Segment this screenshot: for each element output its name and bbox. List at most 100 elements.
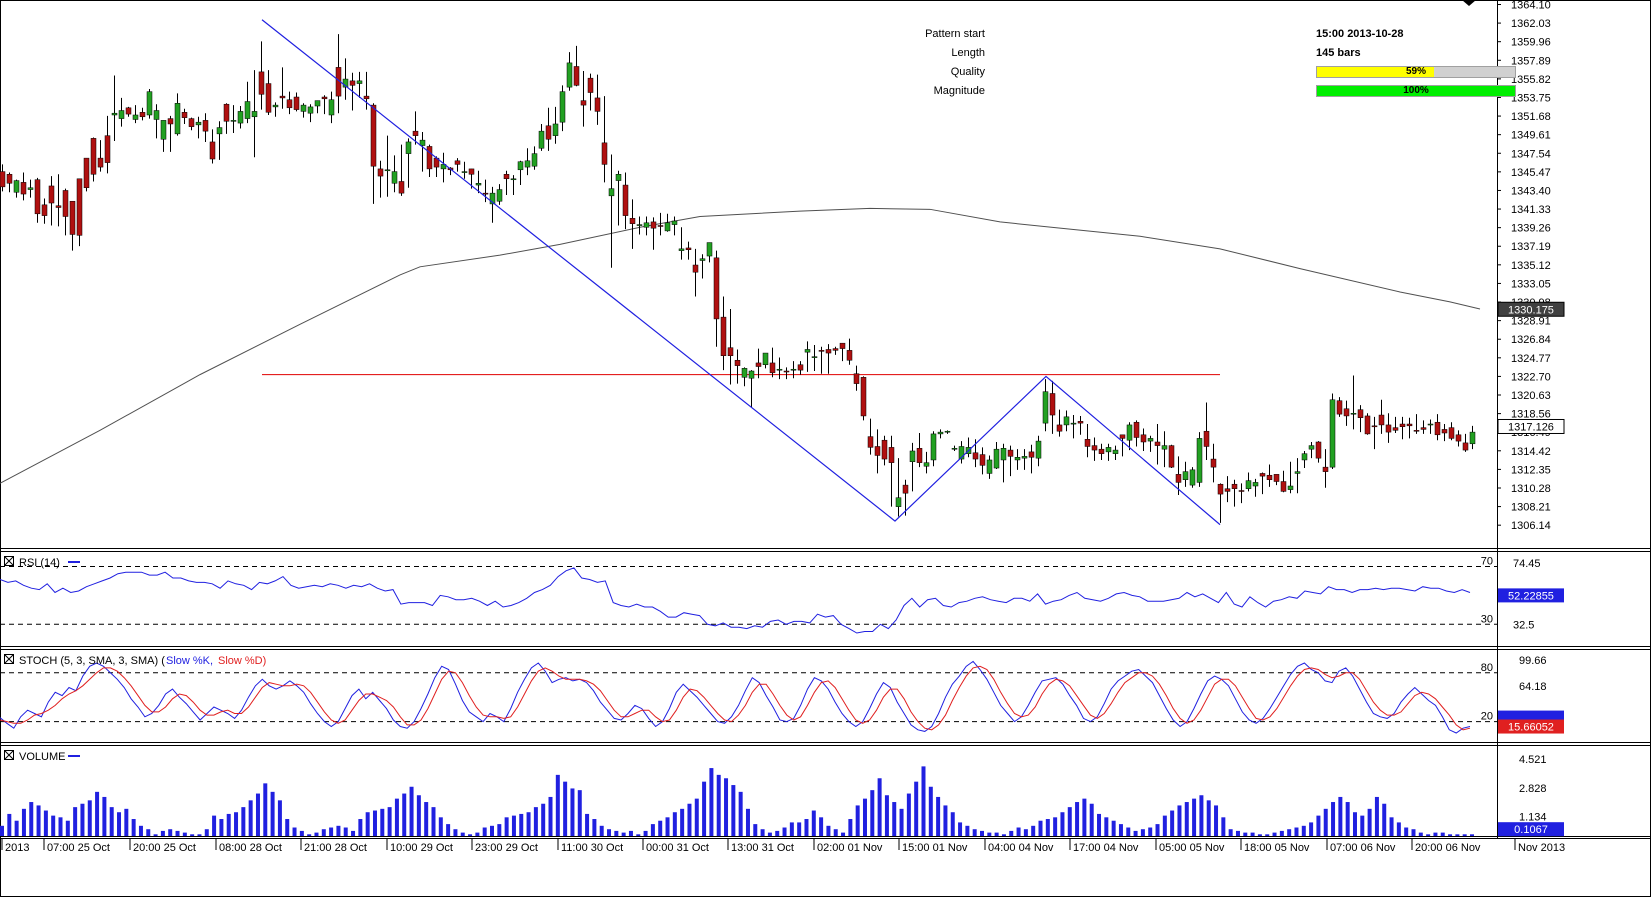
candle-bull xyxy=(608,188,615,197)
volume-bar xyxy=(636,834,641,836)
volume-bar xyxy=(160,830,165,836)
volume-bar xyxy=(855,805,860,836)
candle-bear xyxy=(55,205,62,208)
volume-bar xyxy=(994,832,999,836)
volume-bar xyxy=(1294,827,1299,836)
price-tick-label: 1326.84 xyxy=(1511,334,1551,346)
candle-bull xyxy=(1245,480,1252,489)
volume-bar xyxy=(182,832,187,836)
candle-bull xyxy=(27,187,34,190)
price-tick-label: 1322.70 xyxy=(1511,371,1551,383)
volume-value-marker xyxy=(1498,822,1564,837)
volume-bar xyxy=(1140,829,1145,836)
price-tick-label: 1337.19 xyxy=(1511,241,1551,253)
candle-bull xyxy=(1189,469,1196,486)
volume-bar xyxy=(789,822,794,836)
candle-bear xyxy=(657,225,664,227)
stoch-legend-k: Slow %K, xyxy=(166,655,213,667)
volume-bar xyxy=(343,827,348,836)
stoch-axis-label: 99.66 xyxy=(1519,655,1547,667)
volume-bar xyxy=(548,796,553,836)
candle-bear xyxy=(1280,481,1287,492)
candle-bull xyxy=(909,450,916,463)
candle-bull xyxy=(237,111,244,124)
candle-bear xyxy=(377,168,384,177)
magnitude-bar: 100% xyxy=(1316,85,1516,97)
volume-bar xyxy=(745,808,750,836)
candle-bear xyxy=(1259,473,1266,477)
price-tick-label: 1341.33 xyxy=(1511,204,1551,216)
volume-bar xyxy=(980,830,984,836)
candle-bear xyxy=(1399,423,1406,427)
volume-bar xyxy=(804,819,809,836)
volume-bar xyxy=(928,786,933,836)
volume-bar xyxy=(0,825,4,836)
volume-bar xyxy=(1433,832,1438,836)
candle-bear xyxy=(1378,414,1385,426)
candle-bear xyxy=(685,247,692,250)
volume-close-icon xyxy=(4,750,14,760)
candle-bull xyxy=(930,433,937,461)
candle-bear xyxy=(293,96,300,110)
candle-bear xyxy=(853,373,860,384)
price-tick-label: 1362.03 xyxy=(1511,18,1551,30)
volume-bar xyxy=(672,812,677,836)
candle-bull xyxy=(356,80,363,84)
candle-bear xyxy=(1231,483,1238,489)
volume-bar xyxy=(1309,822,1314,836)
volume-bar xyxy=(21,808,26,836)
volume-value-label: 0.1067 xyxy=(1514,824,1548,836)
candle-bull xyxy=(440,164,447,170)
volume-bar xyxy=(36,805,41,836)
rsi-value-label: 52.22855 xyxy=(1508,590,1554,602)
candle-bear xyxy=(1133,421,1140,438)
price-tick-label: 1310.28 xyxy=(1511,483,1551,495)
volume-bar xyxy=(336,825,341,836)
candle-bear xyxy=(734,359,741,366)
time-tick-label: 17:00 04 Nov xyxy=(1073,842,1139,854)
candle-bear xyxy=(1385,424,1392,433)
candle-bear xyxy=(1266,474,1273,480)
candle-bear xyxy=(1336,400,1343,415)
candle-bear xyxy=(650,221,657,229)
candle-bear xyxy=(1448,427,1455,439)
volume-bar xyxy=(870,790,875,836)
volume-bar xyxy=(7,813,12,836)
volume-bar xyxy=(1009,830,1014,836)
volume-bar xyxy=(131,819,136,836)
volume-bar xyxy=(936,796,941,836)
volume-bar xyxy=(680,808,685,836)
price-tick-label: 1324.77 xyxy=(1511,353,1551,365)
volume-bar xyxy=(1060,812,1065,836)
volume-bar xyxy=(226,813,231,836)
volume-bar xyxy=(533,807,538,836)
candle-bear xyxy=(209,141,216,160)
price-marker xyxy=(1497,418,1565,434)
candle-bear xyxy=(629,218,636,224)
candle-bull xyxy=(1252,482,1259,487)
magnitude-label: Magnitude xyxy=(933,85,985,97)
volume-bar xyxy=(307,834,312,836)
candle-bull xyxy=(1308,445,1315,450)
volume-bar xyxy=(841,832,846,836)
quality-bar: 59% xyxy=(1316,66,1516,78)
candle-bull xyxy=(475,183,482,186)
volume-bar xyxy=(1331,802,1336,836)
volume-bar xyxy=(475,832,480,836)
candle-bear xyxy=(1217,483,1224,495)
volume-bar xyxy=(95,791,100,836)
candle-bull xyxy=(461,171,468,173)
candle-bear xyxy=(62,190,69,217)
candle-bear xyxy=(454,160,461,165)
menu-triangle-icon xyxy=(1462,0,1476,6)
candle-bull xyxy=(1042,391,1049,424)
time-tick-label: 10:00 29 Oct xyxy=(390,842,453,854)
price-tick-label: 1339.26 xyxy=(1511,223,1551,235)
volume-bar xyxy=(1426,834,1431,836)
volume-title: VOLUME xyxy=(19,751,65,763)
volume-bar xyxy=(1221,817,1226,836)
candle-bull xyxy=(118,110,125,119)
volume-bar xyxy=(431,807,436,836)
volume-bar xyxy=(519,813,524,836)
quality-bar-fill xyxy=(1317,67,1434,77)
